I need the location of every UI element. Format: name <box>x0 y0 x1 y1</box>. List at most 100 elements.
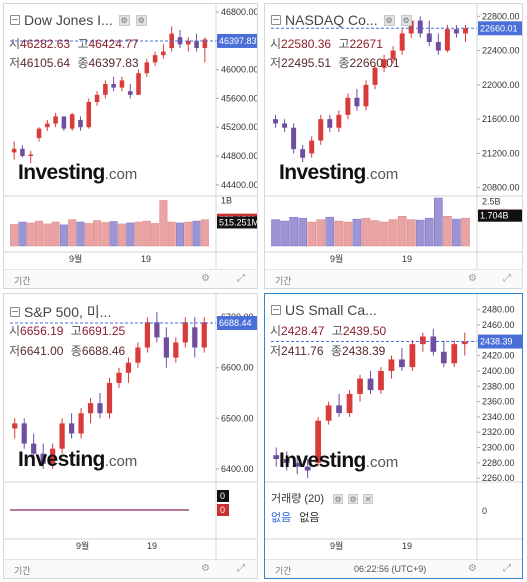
chart-panel-dow[interactable]: 46800.0046400.0046000.0045600.0045200.00… <box>3 3 258 289</box>
menu-icon[interactable] <box>10 307 20 317</box>
volume-bar <box>461 217 470 247</box>
volume-bar <box>370 220 380 247</box>
smallcap-chart-svg[interactable]: 2480.002460.002440.002420.002400.002380.… <box>265 294 523 579</box>
time-axis-label: 기간 <box>275 276 292 286</box>
candle-body <box>20 148 25 156</box>
ohlc-high: 2439.50 <box>342 324 387 338</box>
candle-body <box>409 344 416 368</box>
gear-icon[interactable]: ⚙ <box>468 563 477 574</box>
ohlc-row-2: 저2411.76 종2438.39 <box>270 344 386 358</box>
candle-body <box>451 344 458 364</box>
expand-icon[interactable]: ⤢ <box>237 273 245 284</box>
candle-body <box>327 119 333 128</box>
gear-icon[interactable]: ⚙ <box>468 273 477 284</box>
gear-icon[interactable]: ⚙ <box>348 494 359 504</box>
volume-bar <box>280 220 289 247</box>
ohlc-row-1: 시46282.63 고46424.77 <box>9 37 139 51</box>
last-price-label: 6688.44 <box>219 318 252 328</box>
volume-bar <box>35 220 44 247</box>
candle-body <box>399 33 405 51</box>
ohlc-low: 22495.51 <box>281 56 332 70</box>
candle-body <box>21 423 27 444</box>
volume-tick-label: 2.5B <box>482 197 501 207</box>
time-tick-day: 19 <box>402 254 412 264</box>
candle-body <box>173 342 179 358</box>
candle-body <box>388 359 395 371</box>
chart-panel-sp500[interactable]: 6700.006600.006500.006400.006688.44009월1… <box>3 293 258 579</box>
price-tick-label: 2480.00 <box>482 305 515 315</box>
candle-body <box>61 116 67 129</box>
expand-icon[interactable]: ⤢ <box>237 563 245 574</box>
settings-icon[interactable]: ⚙ <box>333 494 344 504</box>
volume-bar <box>325 216 335 247</box>
volume-bar <box>10 224 19 247</box>
settings-icon[interactable]: ⚙ <box>118 14 130 26</box>
expand-icon[interactable]: ⤢ <box>503 273 511 284</box>
volume-value-2: 없음 <box>299 512 320 524</box>
sp500-chart-svg[interactable]: 6700.006600.006500.006400.006688.44009월1… <box>4 294 258 579</box>
volume-bar <box>434 197 443 247</box>
chart-panel-smallcap[interactable]: 2480.002460.002440.002420.002400.002380.… <box>264 293 523 579</box>
price-tick-label: 6500.00 <box>221 413 254 423</box>
last-price-tag <box>217 316 257 331</box>
volume-bar <box>443 215 452 247</box>
price-tick-label: 21200.00 <box>482 148 520 158</box>
volume-bar <box>298 217 307 247</box>
volume-bar <box>388 219 398 247</box>
candle-body <box>273 119 279 124</box>
candle-body <box>182 322 188 343</box>
candle-body <box>69 114 75 129</box>
ohlc-close: 22660.01 <box>349 56 400 70</box>
candle-body <box>309 140 315 154</box>
volume-bar <box>76 221 85 247</box>
candle-body <box>426 33 432 42</box>
time-tick-day: 19 <box>402 541 412 551</box>
candle-body <box>78 120 83 128</box>
candle-body <box>40 453 46 464</box>
price-tick-label: 2260.00 <box>482 473 515 483</box>
gear-icon[interactable]: ⚙ <box>135 14 147 26</box>
panel-title: Dow Jones I... <box>24 12 113 28</box>
menu-icon[interactable] <box>271 305 281 315</box>
settings-icon[interactable]: ⚙ <box>383 14 395 26</box>
ohlc-close: 46397.83 <box>88 56 139 70</box>
dow-chart-svg[interactable]: 46800.0046400.0046000.0045600.0045200.00… <box>4 4 258 289</box>
candle-body <box>12 423 18 429</box>
candle-body <box>135 347 141 363</box>
time-axis-label: 기간 <box>14 276 31 286</box>
panel-title-row: US Small Ca... <box>271 302 377 318</box>
time-axis-label: 기간 <box>14 566 31 576</box>
menu-icon[interactable] <box>271 15 281 25</box>
close-icon[interactable]: ✕ <box>363 494 374 504</box>
candle-body <box>315 420 322 463</box>
expand-icon[interactable]: ⤢ <box>503 563 511 574</box>
last-price-tag <box>478 334 522 349</box>
volume-bar <box>397 215 407 247</box>
volume-bar <box>134 221 143 247</box>
gear-icon[interactable]: ⚙ <box>201 273 210 284</box>
chart-panel-nasdaq[interactable]: 22800.00 22400.00 22000.00 21600.00 21200.00… <box>264 3 523 289</box>
last-price-tag <box>217 33 257 48</box>
volume-tick-label: 0 <box>482 506 487 516</box>
volume-value-tag <box>478 209 522 222</box>
ohlc-low: 2411.76 <box>281 344 324 358</box>
menu-icon[interactable] <box>10 15 20 25</box>
gear-icon[interactable]: ⚙ <box>201 563 210 574</box>
volume-values: 없음 없음 <box>271 509 328 525</box>
candle-body <box>367 378 374 391</box>
candle-body <box>86 102 92 128</box>
candle-body <box>103 84 108 95</box>
candle-body <box>94 94 100 102</box>
candle-body <box>185 40 191 45</box>
candle-body <box>399 359 405 368</box>
gear-icon[interactable]: ⚙ <box>400 14 412 26</box>
volume-legend: 거래량 (20) ⚙ ⚙ ✕ <box>271 490 374 506</box>
ohlc-open: 46282.63 <box>20 37 71 51</box>
price-tick-label: 2320.00 <box>482 427 515 437</box>
volume-legend-label: 거래량 (20) <box>271 493 324 505</box>
volume-bar <box>126 222 135 247</box>
last-price-tag <box>478 21 522 36</box>
last-price-label: 46397.83 <box>219 36 257 46</box>
candle-body <box>36 128 42 138</box>
price-tick-label: 6600.00 <box>221 363 254 373</box>
